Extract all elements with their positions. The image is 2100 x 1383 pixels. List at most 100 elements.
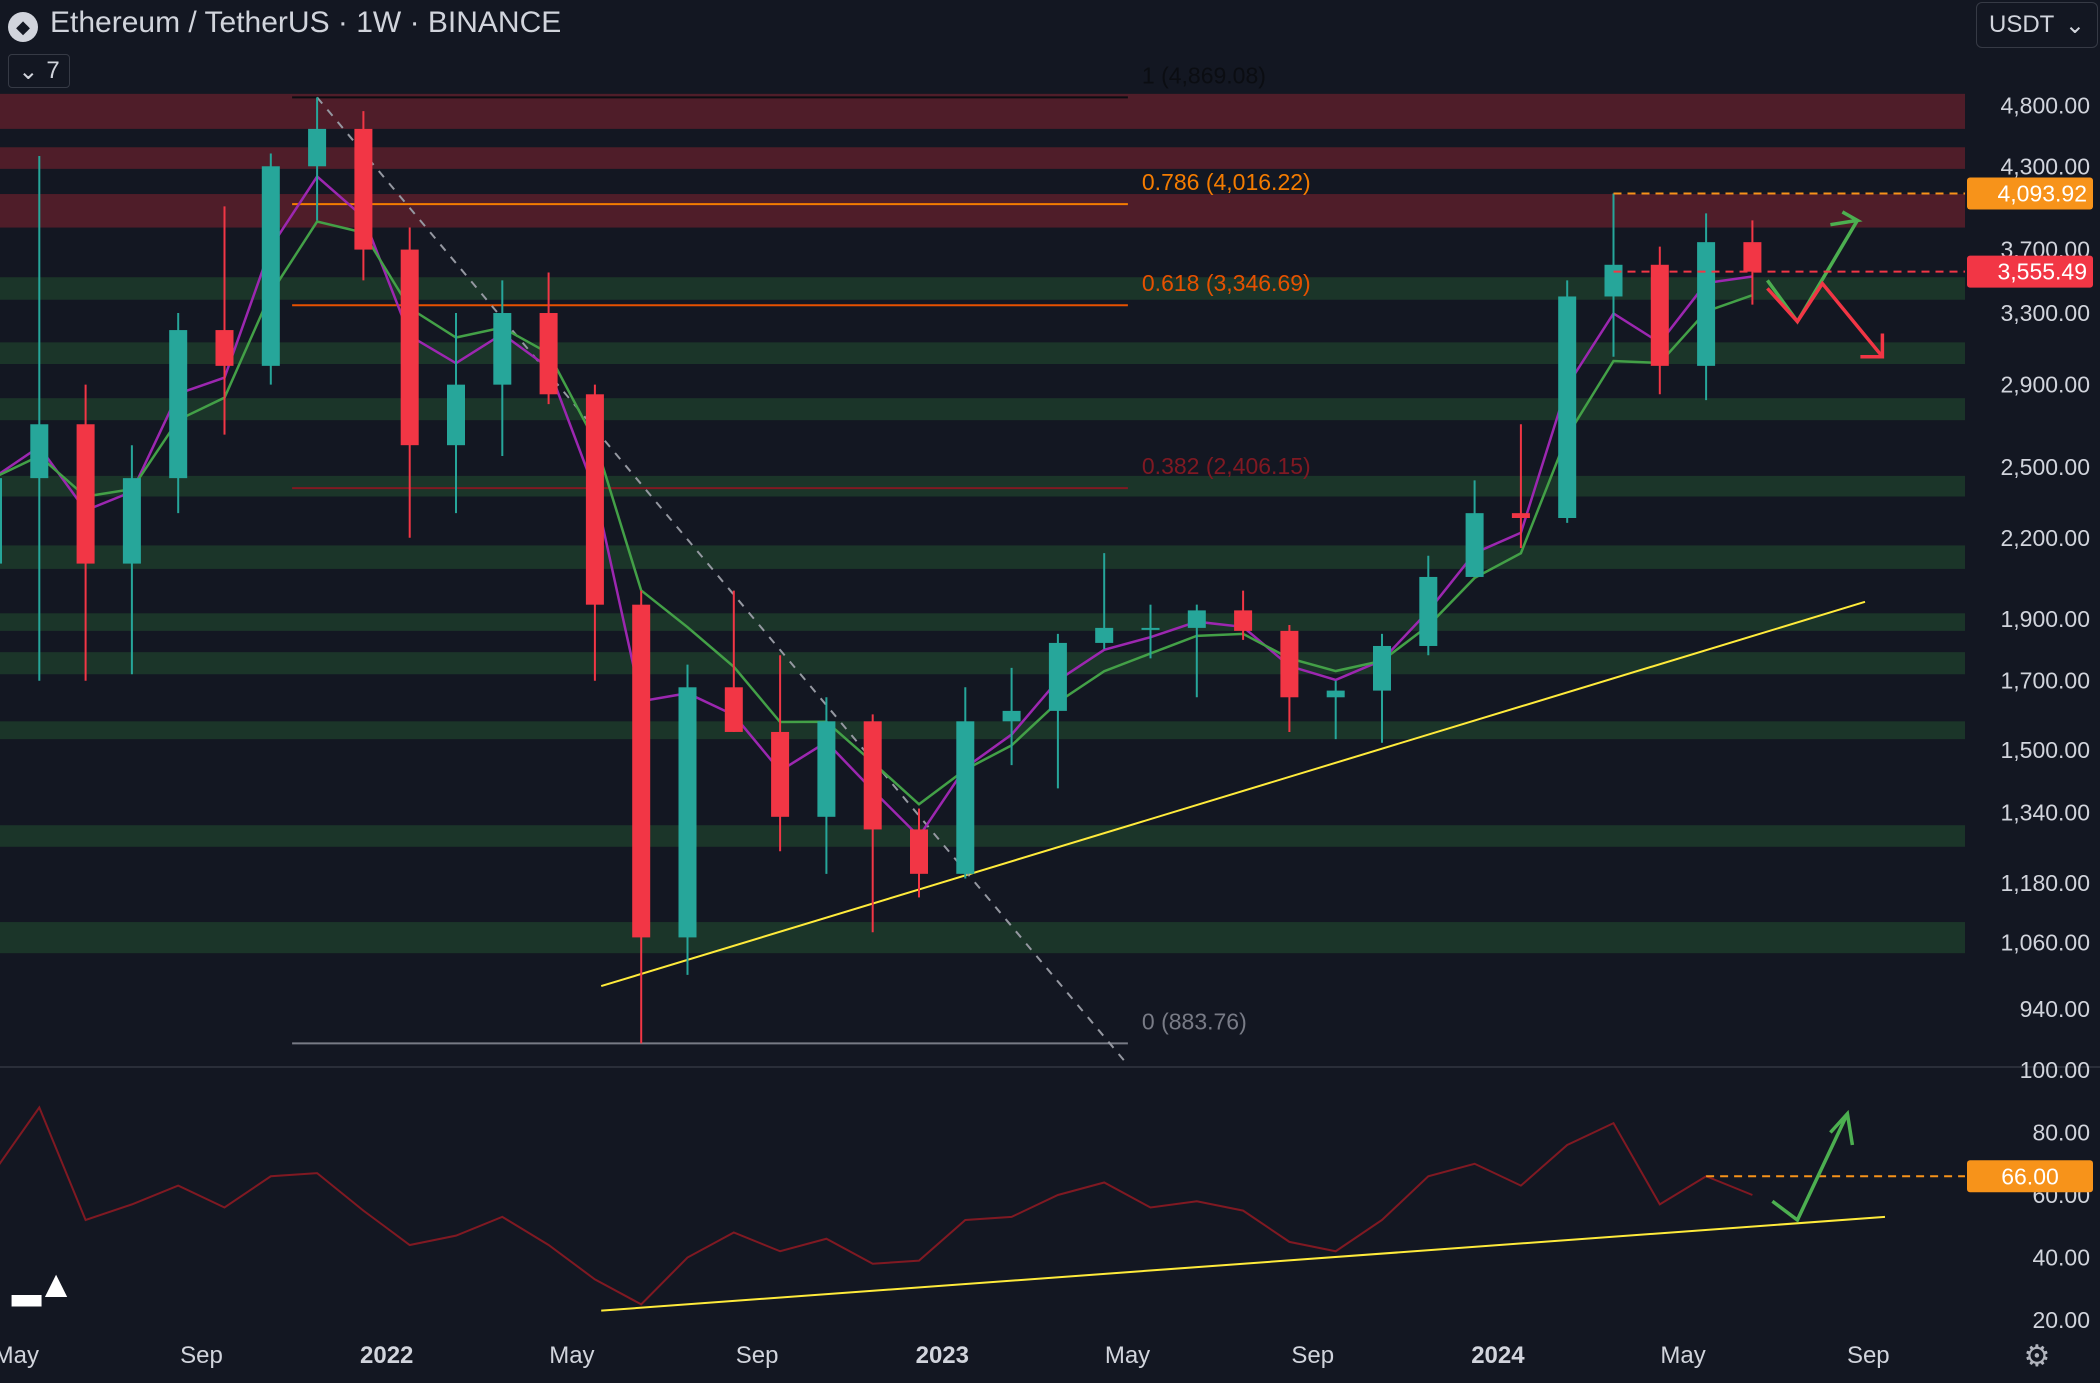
support-zone bbox=[0, 652, 1965, 675]
currency-select[interactable]: USDT ⌄ bbox=[1976, 2, 2098, 48]
support-zone bbox=[0, 613, 1965, 631]
candlestick-series bbox=[0, 97, 1762, 1044]
candle-body bbox=[400, 249, 419, 446]
support-zone bbox=[0, 475, 1965, 497]
candle-body bbox=[1187, 610, 1206, 628]
price-tick-label: 4,800.00 bbox=[2000, 92, 2090, 118]
candle-body bbox=[1234, 610, 1253, 631]
candle-body bbox=[1002, 710, 1021, 722]
fib-level-label: 0.786 (4,016.22) bbox=[1142, 169, 1311, 195]
candle-body bbox=[632, 604, 651, 938]
candle-body bbox=[1650, 264, 1669, 366]
price-axis[interactable]: 4,800.004,300.003,700.003,300.002,900.00… bbox=[1613, 92, 2094, 1022]
candle-body bbox=[863, 721, 882, 830]
symbol-title[interactable]: Ethereum / TetherUS · 1W · BINANCE bbox=[50, 6, 562, 39]
rsi-tick-label: 20.00 bbox=[2032, 1307, 2090, 1333]
candle-body bbox=[447, 384, 465, 446]
candle-body bbox=[0, 478, 2, 564]
price-tick-label: 1,060.00 bbox=[2000, 930, 2090, 956]
rsi-badge bbox=[1967, 1160, 2093, 1193]
candle-body bbox=[1465, 513, 1484, 577]
price-tick-label: 2,900.00 bbox=[2000, 372, 2090, 398]
price-badge-label: 4,093.92 bbox=[1997, 181, 2087, 207]
price-tick-label: 1,900.00 bbox=[2000, 606, 2090, 632]
scenario-arrows[interactable] bbox=[1765, 210, 1885, 359]
candle-body bbox=[1419, 576, 1438, 646]
time-tick-label: Sep bbox=[180, 1342, 223, 1369]
candle-body bbox=[1697, 242, 1716, 366]
candle-body bbox=[585, 394, 604, 605]
rsi-trendline bbox=[601, 1215, 1886, 1312]
currency-label: USDT bbox=[1989, 11, 2055, 38]
price-badge bbox=[1967, 255, 2093, 288]
time-tick-label: 2024 bbox=[1471, 1342, 1525, 1369]
candle-body bbox=[1141, 627, 1160, 630]
ethereum-icon: ◆ bbox=[8, 12, 38, 42]
candle-body bbox=[1280, 630, 1299, 698]
candle-body bbox=[354, 128, 373, 250]
candle-body bbox=[910, 829, 928, 874]
price-tick-label: 2,200.00 bbox=[2000, 525, 2090, 551]
candle-body bbox=[1743, 242, 1762, 272]
indicators-toggle-button[interactable]: ⌄ 7 bbox=[8, 54, 70, 88]
candle-body bbox=[122, 478, 141, 564]
price-tick-label: 1,700.00 bbox=[2000, 668, 2090, 694]
chevron-down-icon: ⌄ bbox=[18, 57, 39, 85]
support-zone bbox=[0, 721, 1965, 740]
price-tick-label: 3,300.00 bbox=[2000, 300, 2090, 326]
price-tick-label: 4,300.00 bbox=[2000, 153, 2090, 179]
candle-body bbox=[1558, 296, 1577, 518]
candle-body bbox=[1326, 690, 1345, 698]
rsi-tick-label: 100.00 bbox=[2020, 1057, 2090, 1083]
rsi-line bbox=[0, 1105, 1753, 1306]
support-zone bbox=[0, 342, 1965, 365]
bearish-arrowhead bbox=[1860, 333, 1885, 359]
support-zone bbox=[0, 825, 1965, 847]
rsi-bullish-arrow bbox=[1771, 1113, 1849, 1223]
candle-body bbox=[1373, 645, 1391, 691]
time-tick-label: May bbox=[549, 1342, 594, 1369]
candle-body bbox=[261, 166, 280, 366]
candle-body bbox=[493, 313, 512, 385]
resistance-zone bbox=[0, 147, 1965, 169]
price-tick-label: 1,500.00 bbox=[2000, 737, 2090, 763]
gear-icon[interactable]: ⚙ bbox=[2023, 1340, 2051, 1373]
price-badge-label: 3,555.49 bbox=[1997, 259, 2087, 285]
bullish-arrowhead bbox=[1830, 210, 1863, 227]
price-tick-label: 1,180.00 bbox=[2000, 870, 2090, 896]
price-tick-label: 2,500.00 bbox=[2000, 454, 2090, 480]
candle-body bbox=[1095, 627, 1114, 643]
time-tick-label: 2022 bbox=[360, 1342, 413, 1369]
candle-body bbox=[724, 687, 743, 732]
descending-trendline bbox=[316, 96, 1129, 1066]
rsi-arrowhead bbox=[1829, 1109, 1855, 1146]
candle-body bbox=[1511, 513, 1530, 518]
zones-layer bbox=[0, 93, 1965, 954]
candle-body bbox=[678, 687, 697, 938]
fib-level-label: 0.382 (2,406.15) bbox=[1142, 453, 1311, 479]
support-zone bbox=[0, 545, 1965, 569]
fib-level-label: 1 (4,869.08) bbox=[1142, 62, 1266, 88]
chevron-down-icon: ⌄ bbox=[2064, 11, 2085, 39]
time-tick-label: Sep bbox=[736, 1342, 779, 1369]
candle-body bbox=[76, 424, 95, 564]
price-tick-label: 1,340.00 bbox=[2000, 800, 2090, 826]
fibonacci-retracement[interactable]: 1 (4,869.08) 0.786 (4,016.22) 0.618 (3,346… bbox=[292, 62, 1311, 1045]
time-axis[interactable]: May Sep 2022 May Sep 2023 May Sep 2024 May Sep bbox=[0, 1342, 1890, 1369]
support-zone bbox=[0, 277, 1965, 300]
trendlines-layer[interactable] bbox=[316, 96, 1866, 1066]
candle-body bbox=[215, 330, 234, 366]
candle-body bbox=[308, 128, 327, 167]
time-tick-label: Sep bbox=[1291, 1342, 1334, 1369]
support-zone bbox=[0, 398, 1965, 421]
rsi-tick-label: 80.00 bbox=[2032, 1120, 2090, 1146]
tradingview-logo-icon: ▂▲ bbox=[12, 1264, 75, 1306]
price-tick-label: 940.00 bbox=[2020, 996, 2090, 1022]
candle-body bbox=[1048, 642, 1067, 711]
rsi-badge-label: 66.00 bbox=[2001, 1163, 2059, 1189]
candle-body bbox=[539, 313, 558, 395]
time-tick-label: May bbox=[1105, 1342, 1150, 1369]
time-tick-label: May bbox=[0, 1342, 39, 1369]
